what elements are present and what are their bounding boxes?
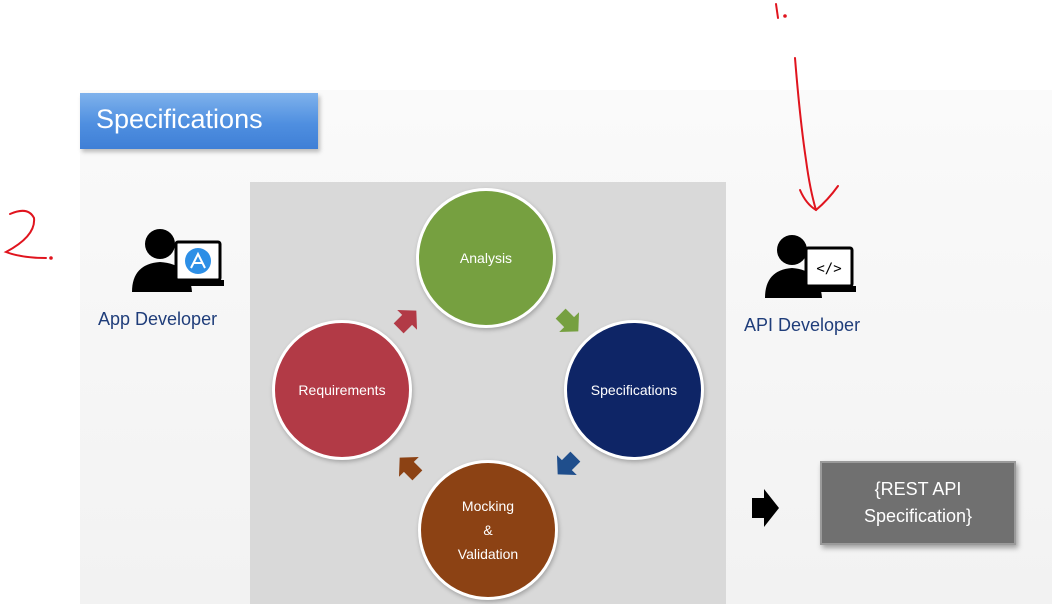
api-developer-label: API Developer [744, 315, 861, 335]
requirements-circle: Requirements [272, 320, 412, 460]
analysis-circle: Analysis [416, 188, 556, 328]
specifications-circle: Specifications [564, 320, 704, 460]
monitor-icon [172, 240, 224, 286]
mocking-label: Mocking [461, 498, 515, 514]
requirements-label: Requirements [298, 382, 386, 398]
rest-box-line2: Specification} [863, 506, 973, 526]
analysis-label: Analysis [459, 250, 513, 266]
arrow-analysis-to-specifications [555, 308, 580, 333]
annotation-number-1 [775, 3, 787, 19]
mocking-validation-circle: Mocking & Validation [418, 460, 558, 600]
validation-label: Validation [457, 546, 519, 562]
slide-title: Specifications [80, 93, 318, 149]
annotation-arrow-down [794, 57, 839, 212]
arrow-requirements-to-analysis [393, 309, 418, 334]
code-monitor: </> [802, 246, 856, 292]
arrow-specifications-to-mocking [556, 451, 581, 476]
rest-box-line1: {REST API [874, 479, 962, 499]
code-glyph: </> [816, 261, 841, 277]
app-developer-label: App Developer [98, 309, 218, 329]
specifications-label: Specifications [590, 382, 678, 398]
rest-api-specification-box: {REST API Specification} [820, 461, 1016, 545]
ampersand-label: & [483, 522, 493, 538]
annotation-number-2 [3, 209, 53, 260]
arrow-mocking-to-requirements [398, 456, 423, 481]
